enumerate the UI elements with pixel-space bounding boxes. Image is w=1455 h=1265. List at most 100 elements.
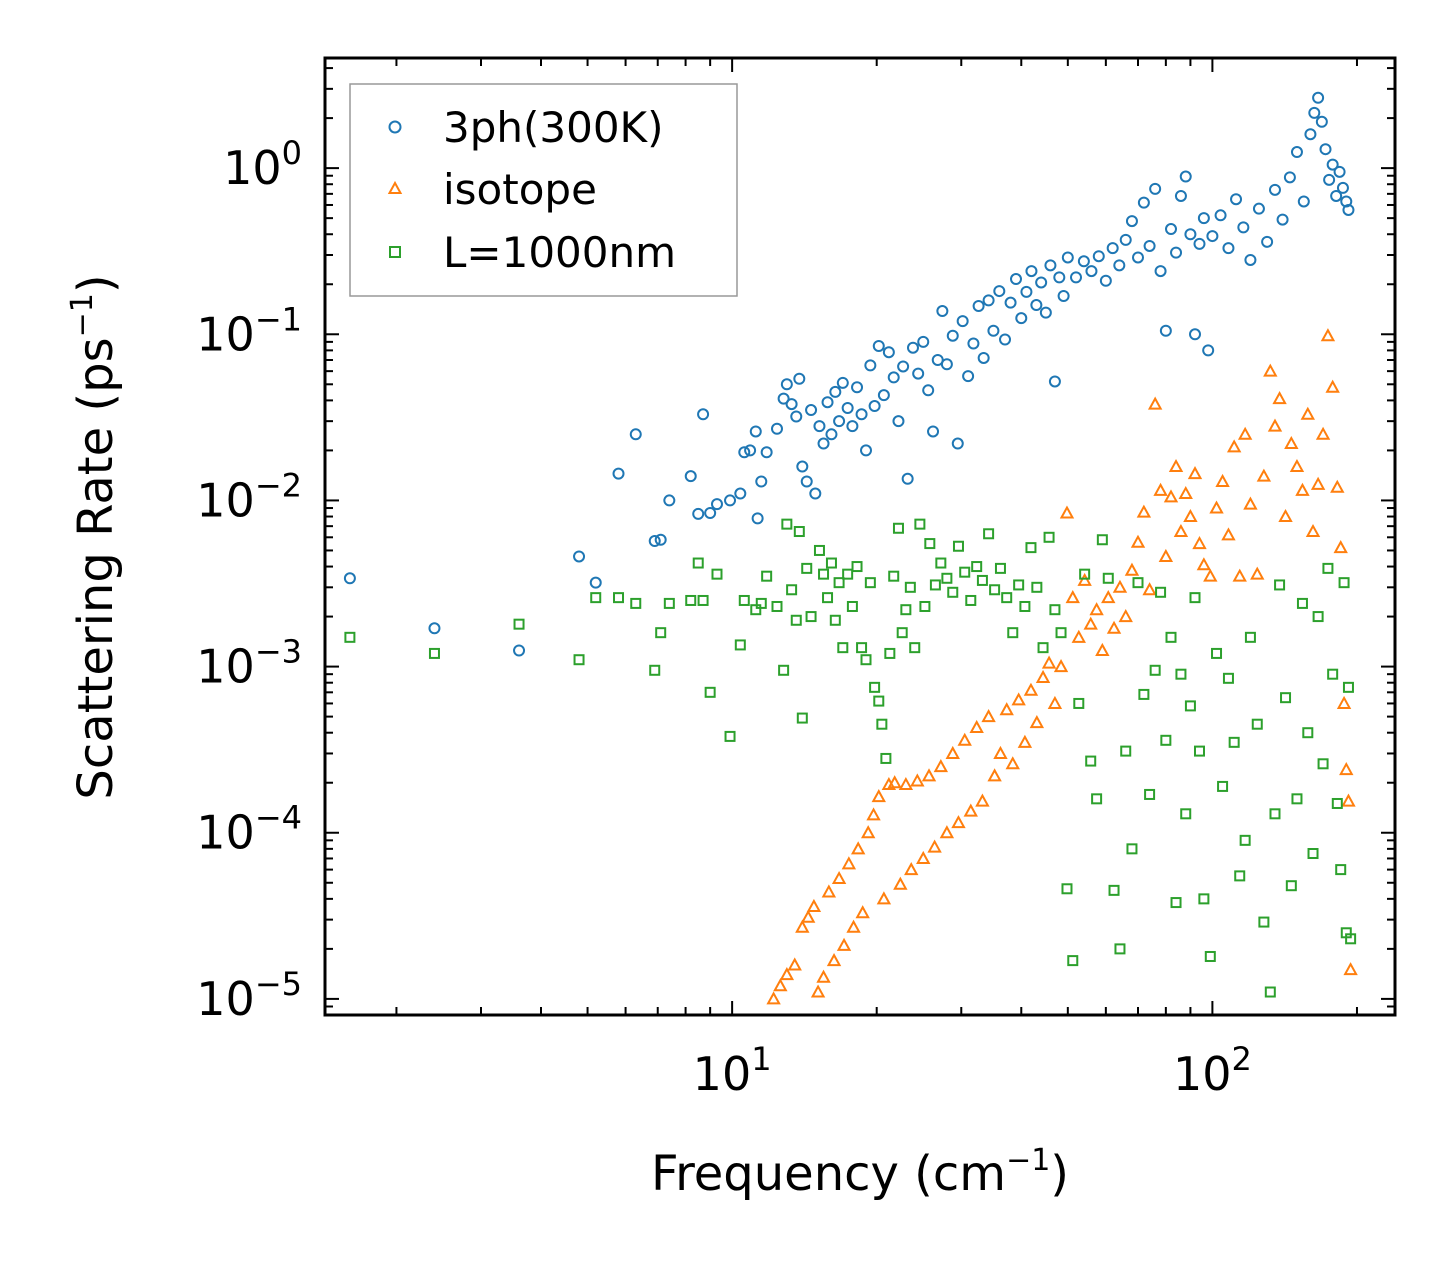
data-point (779, 967, 795, 981)
data-point (573, 550, 586, 563)
data-point (1230, 193, 1243, 206)
data-point (1055, 627, 1067, 639)
data-point (1250, 566, 1265, 580)
data-point (1264, 986, 1276, 998)
legend-label-3ph: 3ph(300K) (443, 103, 663, 152)
data-point (860, 825, 876, 839)
y-tick-label: 10−2 (196, 466, 302, 527)
data-point (914, 518, 926, 530)
data-point (836, 937, 852, 951)
data-point (692, 507, 705, 520)
data-point (1165, 631, 1177, 643)
data-point (987, 768, 1002, 782)
data-point (1244, 253, 1257, 266)
data-point (941, 572, 953, 584)
data-point (987, 324, 1000, 337)
data-point (977, 351, 990, 364)
y-axis-label: Scattering Rate (ps−1) (65, 274, 124, 799)
data-point (1237, 426, 1253, 440)
data-point (751, 512, 764, 525)
data-point (344, 631, 356, 643)
data-point (1174, 189, 1187, 202)
data-point (1315, 426, 1331, 440)
data-point (994, 562, 1006, 574)
data-point (1343, 962, 1358, 976)
data-point (684, 470, 697, 483)
data-point (829, 614, 841, 626)
data-point (873, 695, 885, 707)
data-point (1215, 473, 1230, 487)
data-point (813, 420, 826, 433)
data-point (663, 597, 675, 609)
data-point (1053, 271, 1066, 284)
data-point (1101, 590, 1116, 604)
data-point (1211, 647, 1223, 659)
data-point (864, 577, 876, 589)
data-point (904, 581, 916, 593)
data-point (711, 568, 723, 580)
data-point (951, 815, 966, 829)
data-point (685, 594, 697, 606)
data-point (801, 562, 813, 574)
data-point (971, 561, 983, 573)
data-point (993, 745, 1008, 759)
data-point (704, 686, 716, 698)
data-point (428, 647, 440, 659)
data-point (825, 428, 838, 441)
data-point (1187, 466, 1203, 480)
data-point (817, 437, 830, 450)
data-point (916, 850, 931, 864)
data-point (760, 446, 773, 459)
data-point (1017, 734, 1033, 748)
data-point (1019, 600, 1031, 612)
data-point (1221, 527, 1236, 541)
data-point (882, 346, 895, 359)
data-point (810, 984, 826, 998)
data-point (744, 444, 757, 457)
data-point (1197, 212, 1210, 225)
data-point (1284, 435, 1299, 450)
data-point (1130, 534, 1146, 548)
data-point (1342, 681, 1354, 693)
data-point (851, 561, 863, 573)
data-point (1272, 391, 1287, 405)
data-point (969, 719, 984, 733)
data-point (1307, 848, 1319, 860)
data-point (793, 526, 805, 538)
data-point (749, 425, 762, 438)
data-point (1251, 718, 1263, 730)
data-point (793, 372, 806, 385)
data-point (1206, 230, 1219, 243)
data-point (906, 341, 919, 354)
data-point (1035, 276, 1048, 289)
data-point (1263, 363, 1278, 377)
data-point (1168, 458, 1184, 473)
data-point (871, 789, 886, 803)
data-point (837, 642, 849, 654)
data-point (1256, 468, 1272, 482)
data-point (1193, 745, 1205, 757)
data-point (1079, 568, 1091, 580)
y-tick-label: 10−3 (196, 633, 302, 694)
data-point (612, 467, 625, 480)
data-point (924, 538, 936, 550)
data-point (790, 410, 803, 423)
data-point (1155, 586, 1167, 598)
data-point (897, 360, 910, 373)
data-point (1325, 379, 1340, 393)
data-point (1035, 669, 1051, 683)
data-point (1244, 631, 1256, 643)
data-point (1317, 758, 1329, 770)
legend-marker-boundary (389, 246, 401, 258)
data-point (1339, 761, 1354, 776)
data-point (1170, 897, 1182, 909)
data-point (655, 627, 667, 639)
data-point (1304, 128, 1317, 141)
data-point (1091, 793, 1103, 805)
data-point (1023, 682, 1039, 696)
data-point (1269, 808, 1281, 820)
x-tick-label: 101 (693, 1040, 772, 1101)
data-point (1001, 592, 1013, 604)
data-point (755, 475, 768, 488)
data-point (343, 572, 356, 585)
